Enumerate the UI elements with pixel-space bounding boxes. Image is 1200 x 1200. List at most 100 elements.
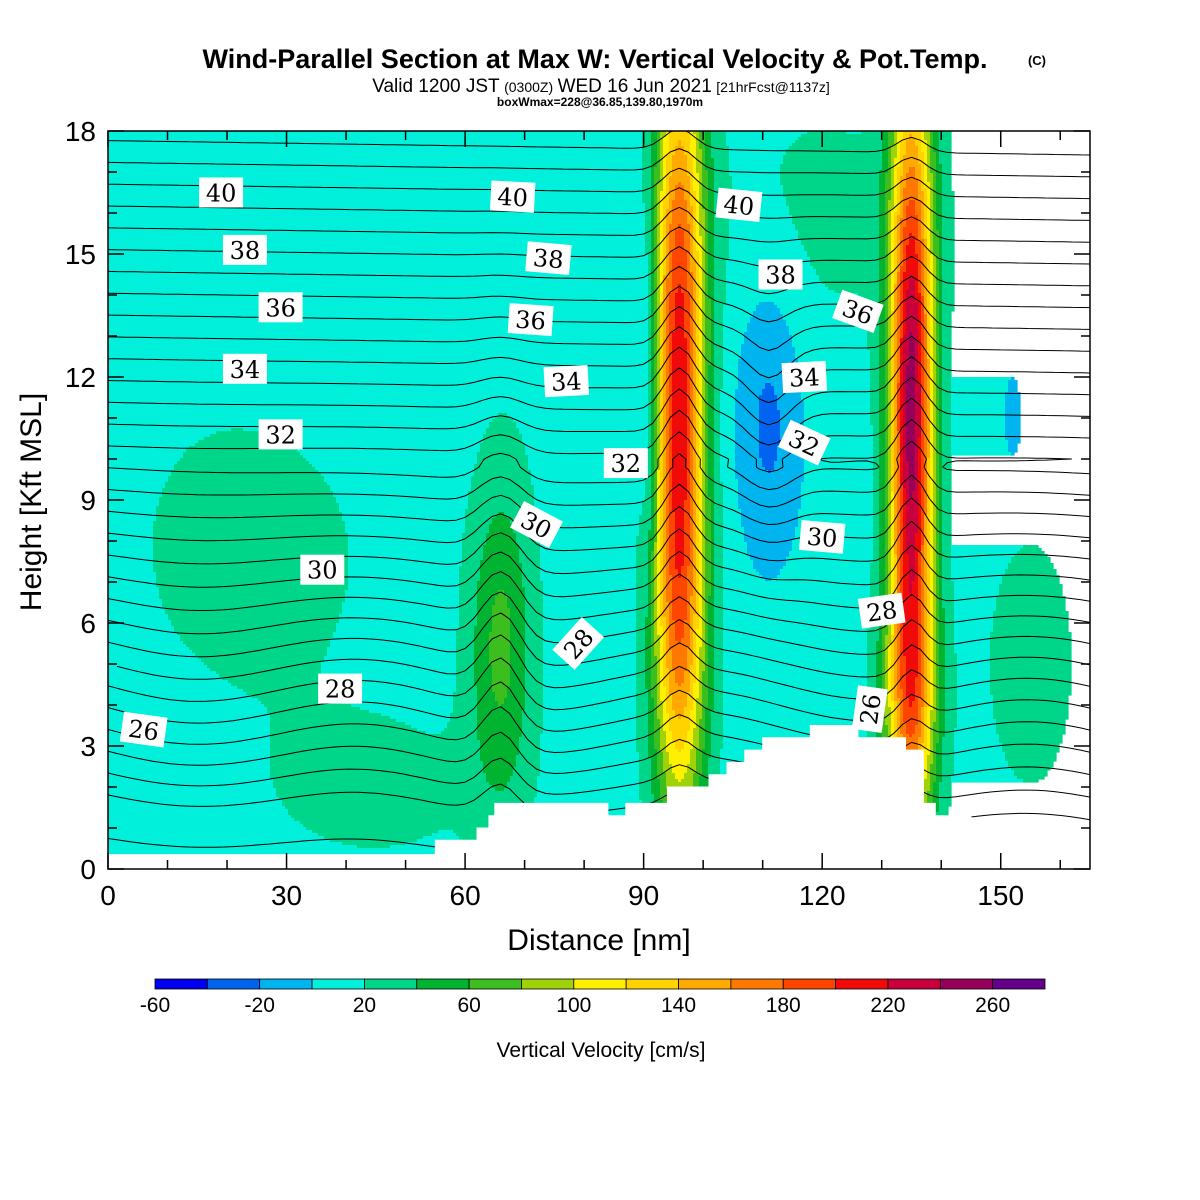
w-cell — [933, 143, 940, 147]
w-cell — [936, 266, 940, 270]
w-cell — [918, 158, 925, 162]
w-cell — [873, 503, 880, 507]
w-cell — [921, 353, 925, 357]
w-cell — [879, 455, 886, 459]
w-cell — [648, 443, 652, 447]
w-cell — [894, 476, 898, 480]
w-cell — [651, 272, 655, 276]
w-cell — [927, 410, 931, 414]
w-cell — [699, 482, 703, 486]
w-cell — [669, 419, 673, 423]
w-cell — [654, 500, 658, 504]
w-cell — [924, 326, 928, 330]
w-cell — [693, 389, 697, 393]
w-cell — [690, 194, 697, 198]
w-cell — [687, 446, 691, 450]
w-cell — [915, 296, 922, 300]
w-cell — [705, 395, 709, 399]
w-cell — [804, 461, 874, 465]
w-cell — [711, 314, 715, 318]
w-cell — [108, 302, 649, 306]
w-cell — [927, 497, 931, 501]
w-cell — [942, 185, 952, 189]
w-cell — [690, 488, 694, 492]
w-cell — [690, 245, 694, 249]
w-cell — [903, 374, 907, 378]
w-cell — [936, 338, 940, 342]
w-cell — [885, 236, 889, 240]
w-cell — [900, 155, 904, 159]
w-cell — [933, 257, 937, 261]
w-cell — [807, 131, 847, 135]
w-cell — [909, 242, 916, 246]
w-cell — [879, 422, 886, 426]
w-cell — [708, 242, 715, 246]
w-cell — [687, 356, 691, 360]
w-cell — [888, 275, 892, 279]
w-cell — [903, 437, 907, 441]
w-cell — [699, 257, 703, 261]
w-cell — [939, 239, 943, 243]
w-cell — [693, 482, 697, 486]
w-cell — [921, 497, 925, 501]
w-cell — [921, 446, 925, 450]
w-cell — [666, 347, 670, 351]
w-cell — [939, 329, 943, 333]
w-cell — [657, 182, 664, 186]
w-cell — [939, 134, 952, 138]
w-cell — [894, 182, 898, 186]
w-cell — [879, 248, 886, 252]
w-cell — [891, 404, 895, 408]
w-cell — [888, 485, 892, 489]
w-cell — [888, 257, 892, 261]
w-cell — [930, 317, 934, 321]
w-cell — [654, 425, 658, 429]
w-cell — [900, 317, 904, 321]
w-cell — [708, 452, 715, 456]
w-cell — [888, 248, 892, 252]
w-cell — [699, 341, 703, 345]
w-cell — [690, 386, 694, 390]
w-cell — [777, 395, 802, 399]
w-cell — [936, 200, 943, 204]
w-cell — [663, 455, 667, 459]
w-cell — [714, 440, 721, 444]
w-cell — [903, 251, 907, 255]
w-cell — [900, 473, 904, 477]
w-cell — [930, 134, 934, 138]
w-cell — [933, 287, 937, 291]
w-cell — [804, 428, 874, 432]
w-cell — [906, 452, 916, 456]
w-cell — [942, 500, 952, 504]
w-cell — [936, 470, 940, 474]
w-cell — [666, 191, 670, 195]
w-cell — [669, 410, 673, 414]
w-cell — [216, 431, 262, 435]
w-cell — [903, 239, 910, 243]
w-cell — [642, 140, 652, 144]
w-cell — [783, 188, 880, 192]
w-cell — [909, 461, 916, 465]
w-cell — [720, 476, 736, 480]
w-cell — [894, 260, 898, 264]
w-cell — [654, 344, 658, 348]
w-cell — [672, 359, 688, 363]
w-cell — [663, 461, 667, 465]
w-cell — [657, 353, 661, 357]
w-cell — [699, 446, 703, 450]
w-cell — [930, 263, 934, 267]
w-cell — [702, 335, 706, 339]
w-cell — [891, 452, 895, 456]
w-cell — [705, 239, 709, 243]
w-cell — [711, 323, 715, 327]
w-cell — [939, 359, 943, 363]
w-cell — [705, 167, 715, 171]
w-cell — [891, 290, 895, 294]
w-cell — [159, 500, 337, 504]
w-cell — [891, 158, 895, 162]
w-cell — [648, 416, 652, 420]
w-cell — [891, 464, 895, 468]
w-cell — [933, 182, 937, 186]
w-cell — [891, 266, 895, 270]
w-cell — [936, 482, 940, 486]
